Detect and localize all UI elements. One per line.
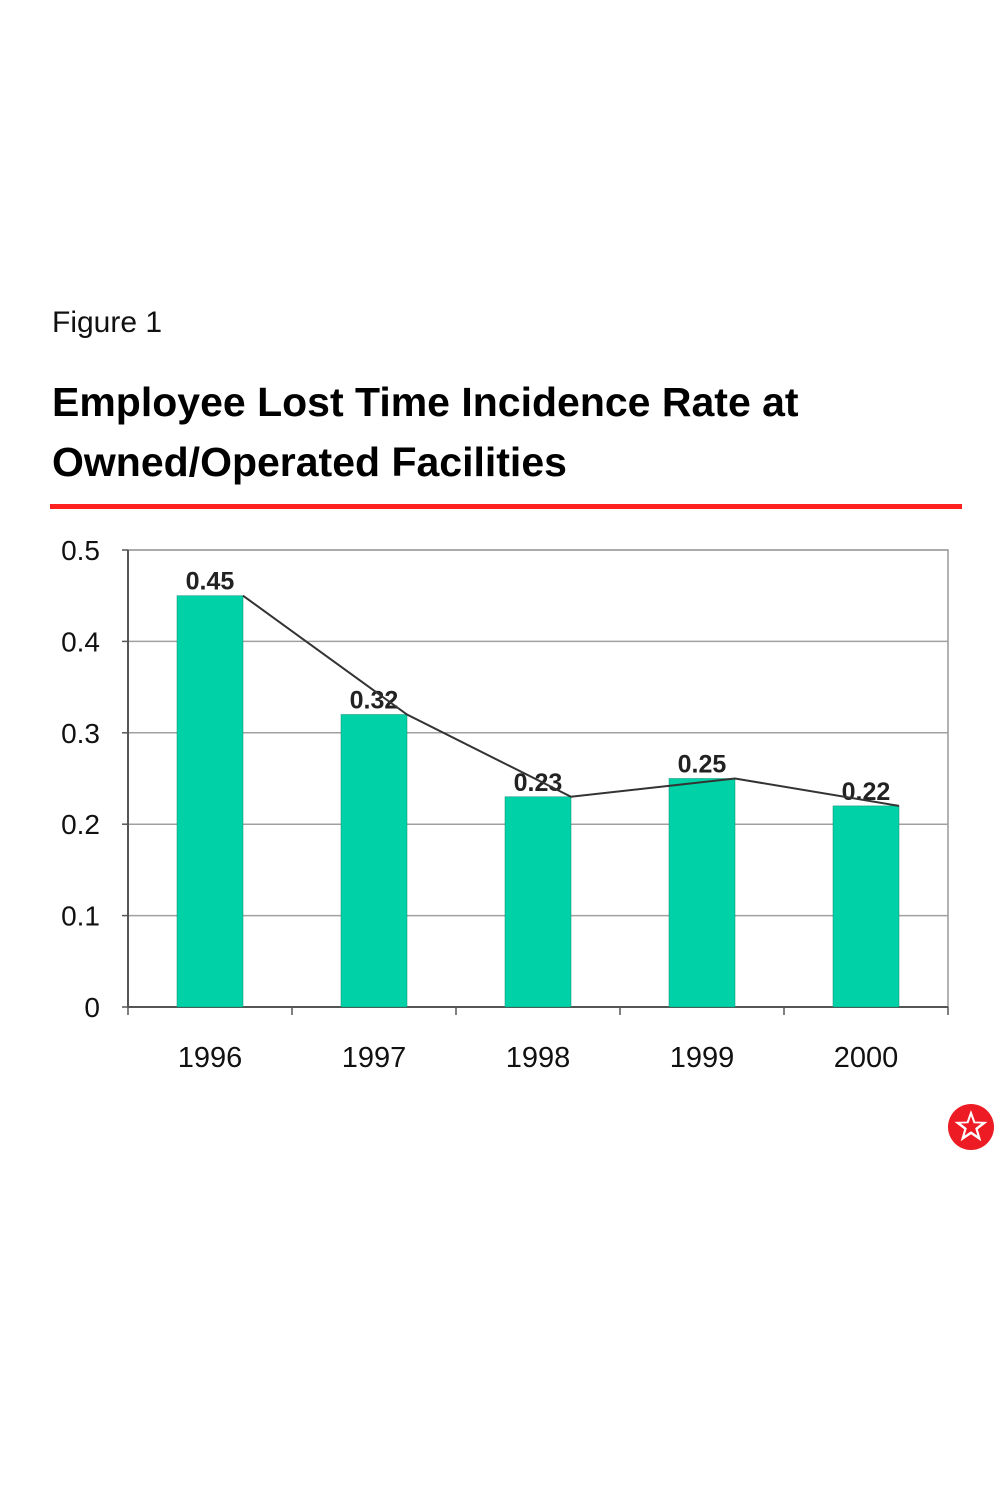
x-tick-label-1999: 1999 <box>670 1042 735 1074</box>
bar-1996 <box>176 595 244 1008</box>
x-tick-label-1996: 1996 <box>178 1042 243 1074</box>
y-tick-label: 0.2 <box>61 809 100 840</box>
data-label-1999: 0.25 <box>678 751 727 779</box>
y-tick-label: 0.5 <box>61 535 100 566</box>
y-tick-label: 0.3 <box>61 718 100 749</box>
bar-1998 <box>504 796 572 1008</box>
bar-2000 <box>832 805 900 1008</box>
x-tick-label-2000: 2000 <box>834 1042 899 1074</box>
y-tick-label: 0.1 <box>61 901 100 932</box>
figure-label: Figure 1 <box>52 306 163 339</box>
chart-title: Employee Lost Time Incidence Rate at Own… <box>52 379 799 485</box>
y-tick-label: 0.4 <box>61 626 100 657</box>
x-tick-label-1998: 1998 <box>506 1042 571 1074</box>
data-label-2000: 0.22 <box>842 778 891 806</box>
x-tick-label-1997: 1997 <box>342 1042 407 1074</box>
star-logo-icon <box>948 1104 994 1150</box>
bar-1999 <box>668 778 736 1008</box>
y-tick-label: 0 <box>84 992 100 1023</box>
data-label-1998: 0.23 <box>514 769 563 797</box>
title-rule <box>50 504 962 509</box>
trend-line <box>242 594 900 807</box>
bar-chart: 00.10.20.30.40.50.4519960.3219970.231998… <box>61 535 949 1074</box>
bar-1997 <box>340 714 408 1008</box>
data-label-1996: 0.45 <box>186 568 235 596</box>
